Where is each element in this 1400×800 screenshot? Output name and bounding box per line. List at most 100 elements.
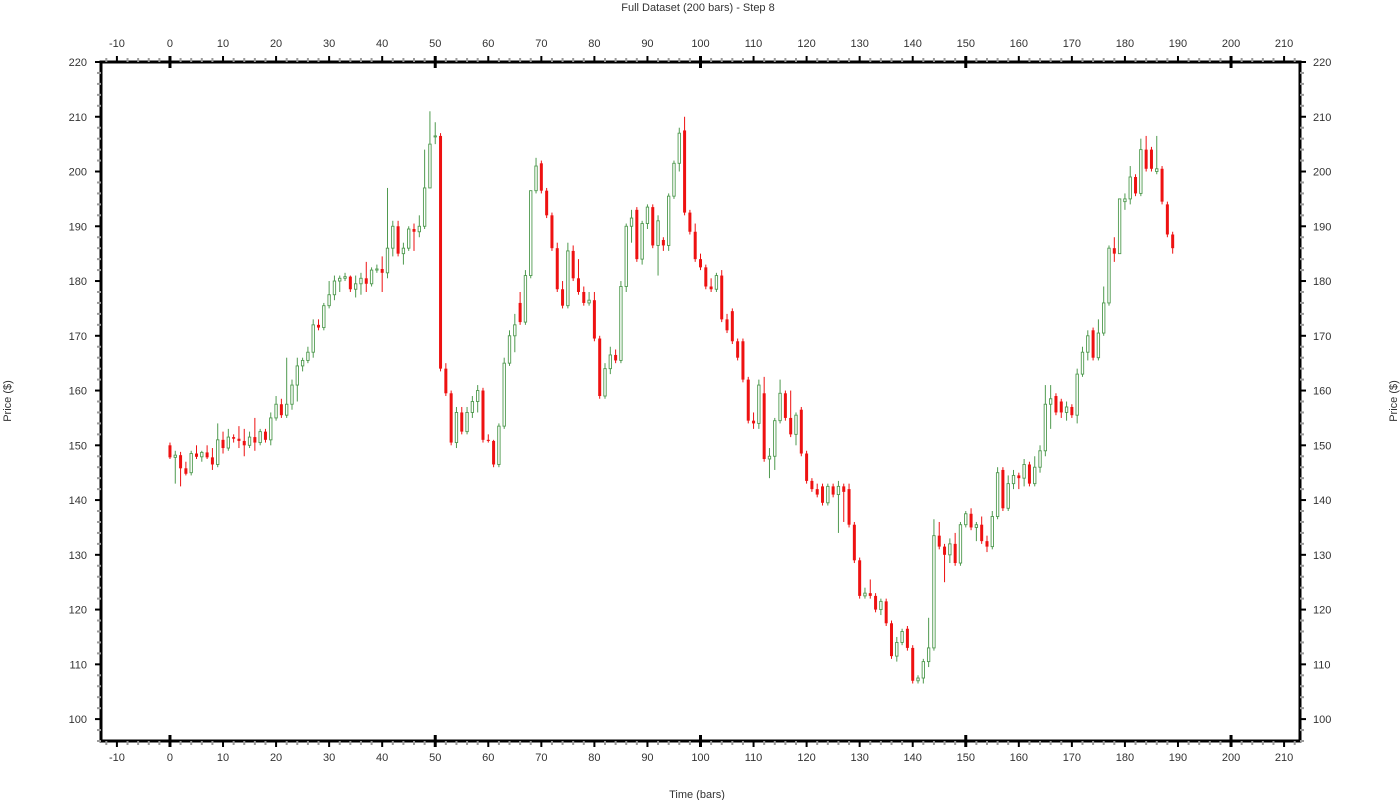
- candle-body-up: [645, 206, 650, 224]
- candle-body-up: [332, 280, 337, 296]
- candle-body-up: [285, 403, 289, 416]
- candle-body-down: [1001, 469, 1005, 509]
- candle-body-up: [1117, 198, 1122, 255]
- x-tick-label-bottom: 70: [535, 752, 547, 764]
- candle-body-up: [964, 513, 968, 526]
- x-tick-label-top: 90: [641, 38, 653, 50]
- candle-body-up: [667, 195, 671, 246]
- candle-body-down: [943, 546, 947, 555]
- candle-body-up: [497, 425, 501, 465]
- x-tick-label-bottom: 80: [588, 752, 600, 764]
- candle-body-down: [720, 275, 724, 320]
- candle-body-up: [529, 190, 533, 277]
- candle-body-up: [311, 324, 315, 353]
- candle-body-down: [550, 215, 554, 249]
- candle-body-up: [640, 223, 644, 260]
- candle-body-up: [343, 276, 347, 279]
- candle-body-up: [677, 132, 681, 164]
- candle-body-down: [815, 489, 819, 495]
- candle-body-up: [359, 277, 363, 285]
- candle-body-down: [518, 302, 522, 323]
- candle-body-up: [1006, 483, 1010, 509]
- candle-body-down: [937, 535, 941, 547]
- candle-body-down: [704, 267, 708, 287]
- x-tick-label-top: 150: [957, 38, 975, 50]
- x-tick-label-top: 110: [745, 38, 763, 50]
- y-tick-label-right: 180: [1313, 276, 1331, 288]
- x-tick-label-top: 200: [1222, 38, 1240, 50]
- candle-body-up: [624, 225, 628, 287]
- candle-body-up: [879, 600, 883, 611]
- candle-body-up: [1022, 464, 1026, 479]
- x-tick-label-bottom: 120: [797, 752, 815, 764]
- candle-body-down: [980, 524, 984, 542]
- candle-body-up: [1080, 351, 1085, 375]
- candles: [168, 111, 1175, 684]
- y-tick-label-left: 220: [69, 57, 87, 69]
- candle-body-down: [953, 543, 957, 564]
- candle-body-down: [1027, 464, 1031, 484]
- x-tick-label-bottom: 200: [1222, 752, 1240, 764]
- candle-body-down: [789, 417, 793, 435]
- candle-body-up: [1139, 149, 1143, 194]
- x-tick-label-top: 140: [904, 38, 922, 50]
- y-tick-label-right: 220: [1313, 57, 1331, 69]
- candle-body-down: [492, 440, 496, 465]
- candle-body-down: [905, 628, 909, 648]
- y-tick-label-right: 120: [1313, 605, 1331, 617]
- candle-body-down: [1054, 396, 1058, 413]
- candle-body-up: [1102, 302, 1106, 334]
- x-tick-label-bottom: 20: [270, 752, 282, 764]
- candle-body-up: [958, 524, 963, 564]
- candle-body-up: [974, 524, 979, 528]
- candle-body-up: [369, 269, 374, 285]
- x-tick-label-top: 10: [217, 38, 229, 50]
- candle-body-down: [576, 278, 580, 292]
- candle-body-down: [1017, 475, 1021, 479]
- y-tick-label-left: 200: [69, 167, 87, 179]
- candle-body-up: [767, 455, 772, 460]
- candle-body-down: [874, 595, 878, 610]
- candle-body-up: [629, 217, 634, 227]
- y-tick-label-left: 100: [69, 714, 87, 726]
- candle-body-down: [1165, 204, 1169, 235]
- candle-body-up: [322, 305, 326, 329]
- candle-body-down: [1112, 248, 1116, 254]
- candle-body-up: [1043, 403, 1047, 452]
- candle-body-down: [571, 250, 575, 279]
- candle-body-up: [385, 247, 390, 274]
- candle-body-down: [693, 231, 697, 260]
- candle-body-down: [592, 300, 596, 339]
- candle-body-down: [232, 437, 236, 439]
- candle-body-up: [1128, 176, 1132, 200]
- candle-body-down: [688, 212, 692, 232]
- chart-title: Full Dataset (200 bars) - Step 8: [621, 2, 774, 14]
- x-tick-label-bottom: 90: [641, 752, 653, 764]
- candle-body-down: [821, 486, 825, 503]
- candle-body-up: [354, 283, 358, 290]
- x-tick-label-bottom: 50: [429, 752, 441, 764]
- candle-body-down: [396, 226, 400, 254]
- candle-body-up: [422, 187, 427, 227]
- candle-body-down: [635, 209, 639, 260]
- candle-body-up: [534, 165, 538, 192]
- candle-body-up: [507, 335, 512, 364]
- x-tick-label-bottom: 170: [1063, 752, 1081, 764]
- candle-body-down: [539, 163, 543, 191]
- x-tick-label-bottom: 160: [1010, 752, 1028, 764]
- candle-body-down: [444, 368, 448, 394]
- candle-body-down: [831, 486, 835, 495]
- candle-body-up: [714, 275, 719, 290]
- candle-body-down: [709, 286, 713, 290]
- candle-body-down: [481, 390, 485, 440]
- x-tick-label-bottom: 40: [376, 752, 388, 764]
- candle-body-down: [730, 311, 734, 342]
- candle-body-up: [566, 250, 570, 307]
- candle-body-down: [911, 647, 915, 681]
- candle-body-up: [391, 225, 395, 249]
- x-tick-label-top: 40: [376, 38, 388, 50]
- candle-body-down: [221, 439, 225, 449]
- candle-body-up: [189, 453, 193, 474]
- candle-body-down: [810, 480, 814, 490]
- candle-body-down: [799, 409, 803, 454]
